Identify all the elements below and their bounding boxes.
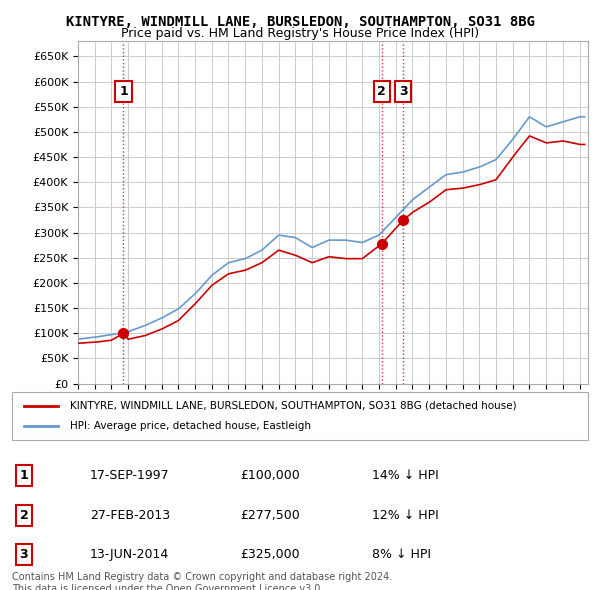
Text: Price paid vs. HM Land Registry's House Price Index (HPI): Price paid vs. HM Land Registry's House … [121, 27, 479, 40]
Text: £277,500: £277,500 [240, 509, 300, 522]
Text: 1: 1 [20, 469, 28, 482]
FancyBboxPatch shape [12, 392, 588, 440]
Text: 1: 1 [119, 85, 128, 98]
Text: 3: 3 [20, 548, 28, 561]
Text: 2: 2 [377, 85, 386, 98]
Text: KINTYRE, WINDMILL LANE, BURSLEDON, SOUTHAMPTON, SO31 8BG: KINTYRE, WINDMILL LANE, BURSLEDON, SOUTH… [65, 15, 535, 29]
Text: KINTYRE, WINDMILL LANE, BURSLEDON, SOUTHAMPTON, SO31 8BG (detached house): KINTYRE, WINDMILL LANE, BURSLEDON, SOUTH… [70, 401, 516, 411]
Text: 2: 2 [20, 509, 28, 522]
Text: 14% ↓ HPI: 14% ↓ HPI [372, 469, 439, 482]
Text: HPI: Average price, detached house, Eastleigh: HPI: Average price, detached house, East… [70, 421, 311, 431]
Text: Contains HM Land Registry data © Crown copyright and database right 2024.
This d: Contains HM Land Registry data © Crown c… [12, 572, 392, 590]
Text: 13-JUN-2014: 13-JUN-2014 [90, 548, 169, 561]
Text: 17-SEP-1997: 17-SEP-1997 [90, 469, 170, 482]
Text: 3: 3 [399, 85, 407, 98]
Text: 12% ↓ HPI: 12% ↓ HPI [372, 509, 439, 522]
Text: 27-FEB-2013: 27-FEB-2013 [90, 509, 170, 522]
Text: £100,000: £100,000 [240, 469, 300, 482]
Text: £325,000: £325,000 [240, 548, 299, 561]
Text: 8% ↓ HPI: 8% ↓ HPI [372, 548, 431, 561]
